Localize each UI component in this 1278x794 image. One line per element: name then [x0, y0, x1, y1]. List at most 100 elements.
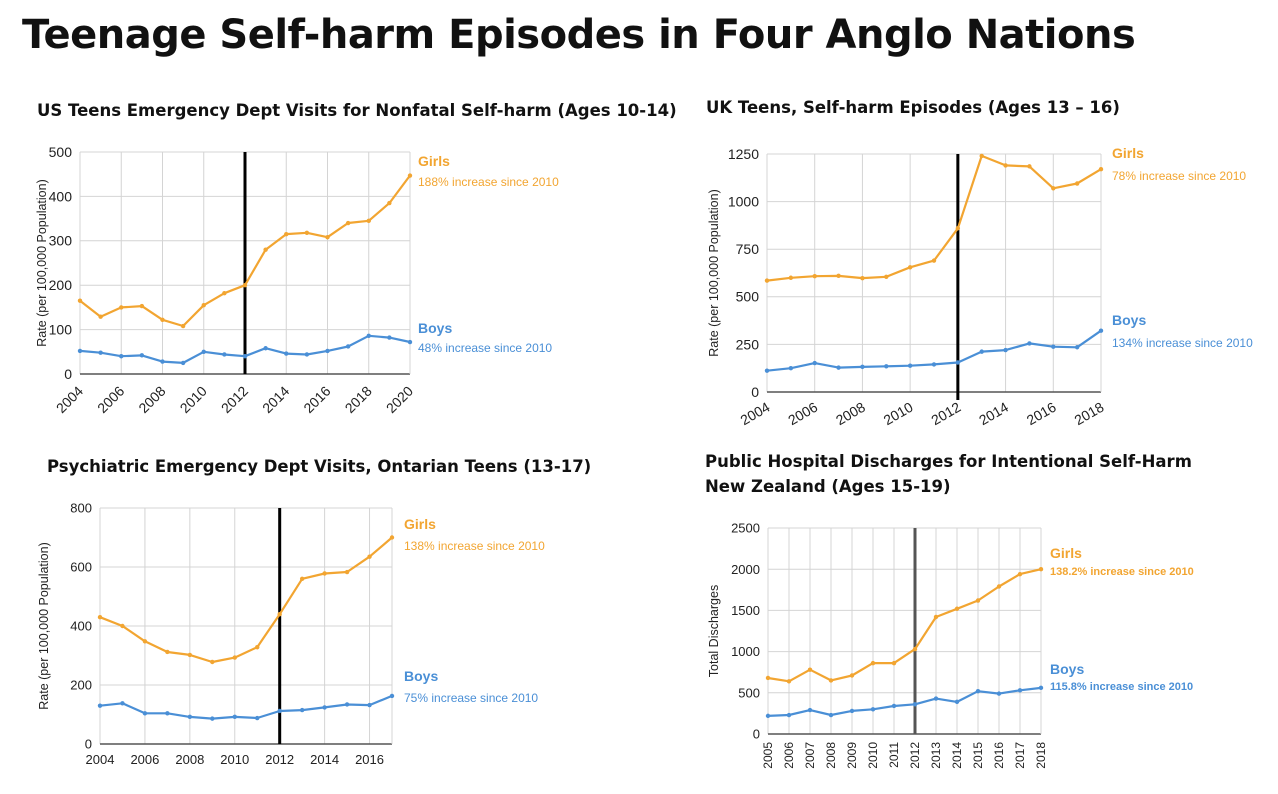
x-tick-label: 2004 — [86, 752, 115, 767]
x-tick-label: 2010 — [881, 399, 916, 429]
data-point-girls — [232, 655, 237, 660]
x-tick-label: 2012 — [265, 752, 294, 767]
data-point-girls — [304, 230, 310, 236]
data-point-boys — [1098, 328, 1104, 333]
y-tick-label: 1500 — [731, 603, 760, 618]
y-tick-label: 0 — [753, 727, 760, 742]
data-point-girls — [975, 598, 981, 603]
data-point-boys — [884, 364, 889, 369]
data-point-girls — [907, 265, 913, 270]
data-point-boys — [119, 354, 124, 359]
series-note-girls: 78% increase since 2010 — [1112, 169, 1246, 183]
series-note-girls: 138% increase since 2010 — [404, 539, 545, 553]
x-tick-label: 2014 — [950, 742, 964, 769]
series-label-girls: Girls — [1112, 145, 1144, 161]
data-point-girls — [180, 323, 186, 329]
data-point-girls — [836, 273, 841, 279]
x-tick-label: 2017 — [1013, 742, 1027, 769]
chart-title-nz: Public Hospital Discharges for Intention… — [705, 452, 1192, 471]
x-tick-label: 2008 — [833, 399, 868, 429]
x-tick-label: 2018 — [1072, 399, 1107, 429]
series-line-boys — [767, 686, 1042, 717]
data-point-girls — [325, 235, 330, 240]
data-point-girls — [139, 303, 145, 309]
y-tick-label: 400 — [49, 188, 73, 204]
data-point-girls — [255, 645, 260, 650]
data-point-girls — [119, 305, 124, 310]
x-tick-label: 2006 — [94, 383, 127, 416]
y-axis-title: Total Discharges — [707, 585, 721, 677]
y-axis-title: Rate (per 100,000 Population) — [37, 542, 51, 709]
series-note-boys: 75% increase since 2010 — [404, 691, 538, 705]
data-point-girls — [786, 679, 792, 684]
chart-uk-self-harm: 0 250 500 750 1000 1250 2004 2006 2008 2010 2012 20… — [707, 145, 1253, 429]
chart-title-uk: UK Teens, Self-harm Episodes (Ages 13 – … — [706, 98, 1120, 117]
data-point-boys — [142, 711, 148, 716]
data-point-boys — [912, 702, 918, 707]
data-point-boys — [933, 696, 939, 701]
data-point-boys — [764, 368, 770, 373]
x-tick-label: 2008 — [135, 383, 168, 416]
series-label-girls: Girls — [404, 516, 436, 532]
data-point-boys — [954, 699, 960, 705]
x-tick-label: 2004 — [738, 399, 773, 429]
data-point-boys — [786, 712, 792, 718]
data-point-boys — [849, 708, 855, 714]
data-point-boys — [389, 693, 395, 699]
data-point-boys — [975, 688, 981, 694]
series-label-boys: Boys — [418, 320, 452, 336]
data-point-boys — [201, 349, 206, 354]
data-point-boys — [299, 707, 305, 713]
x-tick-label: 2016 — [1024, 399, 1059, 429]
data-point-boys — [77, 348, 83, 354]
data-point-boys — [322, 705, 327, 710]
data-point-boys — [891, 703, 897, 709]
x-tick-label: 2014 — [976, 399, 1011, 429]
chart-ontario-psychiatric: 0 200 400 600 800 2004 2006 2008 2010 2012 2014 201… — [37, 501, 545, 767]
x-tick-label: 2010 — [866, 742, 880, 769]
data-point-girls — [389, 535, 395, 540]
data-point-boys — [387, 335, 392, 340]
data-point-boys — [907, 363, 913, 368]
data-point-girls — [1027, 164, 1032, 169]
x-tick-label: 2016 — [992, 742, 1006, 769]
y-tick-label: 800 — [70, 501, 92, 516]
series-label-girls: Girls — [1050, 545, 1082, 561]
data-point-boys — [139, 353, 145, 358]
data-point-girls — [764, 278, 770, 283]
x-tick-label: 2018 — [342, 383, 375, 416]
data-point-boys — [836, 365, 841, 370]
data-point-boys — [242, 354, 248, 359]
y-tick-label: 1250 — [728, 146, 759, 162]
x-tick-label: 2012 — [218, 383, 251, 416]
data-point-boys — [870, 707, 876, 712]
data-point-girls — [222, 290, 227, 296]
data-point-boys — [407, 339, 413, 345]
y-tick-label: 200 — [70, 678, 92, 693]
data-point-girls — [933, 614, 939, 620]
data-point-boys — [1051, 344, 1056, 349]
chart-nz-discharges: 0 500 1000 1500 2000 2500 2005 2006 2007 2008 2009… — [707, 521, 1194, 769]
data-point-girls — [891, 660, 897, 666]
data-point-girls — [77, 298, 83, 303]
data-point-boys — [807, 707, 813, 713]
data-point-girls — [765, 675, 771, 681]
data-point-girls — [860, 275, 865, 281]
data-point-girls — [97, 614, 103, 620]
data-point-boys — [98, 350, 103, 355]
y-tick-label: 300 — [49, 233, 73, 249]
page-title: Teenage Self-harm Episodes in Four Anglo… — [22, 12, 1136, 58]
data-point-girls — [407, 173, 413, 178]
data-point-boys — [828, 712, 834, 718]
data-point-boys — [97, 703, 103, 708]
data-point-boys — [263, 346, 268, 351]
data-point-boys — [955, 360, 961, 365]
series-note-boys: 48% increase since 2010 — [418, 341, 552, 355]
x-tick-label: 2012 — [928, 399, 963, 429]
data-point-boys — [277, 708, 282, 714]
x-tick-label: 2015 — [971, 742, 985, 769]
data-point-boys — [232, 714, 237, 720]
data-point-girls — [187, 652, 193, 658]
data-point-boys — [860, 364, 865, 370]
data-point-girls — [242, 283, 248, 288]
